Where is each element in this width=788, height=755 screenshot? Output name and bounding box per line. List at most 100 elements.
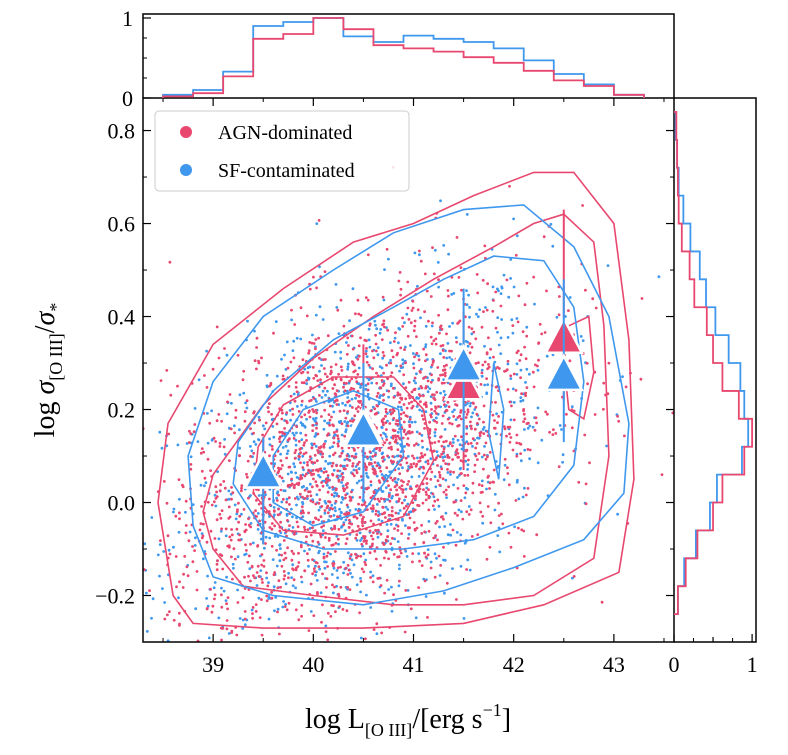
agn-point	[288, 437, 291, 441]
agn-point	[485, 351, 489, 354]
agn-point	[475, 412, 479, 416]
agn-point	[429, 295, 433, 298]
sf-point	[334, 509, 337, 513]
agn-point	[320, 481, 323, 484]
agn-point	[477, 361, 480, 365]
sf-point	[523, 486, 526, 490]
agn-point	[364, 352, 368, 356]
agn-point	[433, 419, 437, 423]
agn-point	[505, 278, 509, 282]
agn-point	[331, 378, 334, 382]
sf-point	[555, 315, 559, 319]
agn-point	[247, 496, 250, 500]
sf-point	[236, 555, 240, 559]
sf-point	[449, 473, 452, 476]
agn-point	[410, 430, 414, 434]
agn-point	[199, 451, 203, 455]
agn-point	[294, 568, 298, 572]
agn-point	[469, 424, 473, 428]
y-tick-label: 0.6	[108, 212, 136, 237]
agn-point	[202, 450, 206, 454]
agn-point	[403, 348, 406, 351]
sf-point	[429, 365, 433, 369]
sf-point	[359, 386, 362, 389]
sf-point	[325, 483, 329, 487]
agn-point	[294, 385, 298, 389]
agn-point	[290, 483, 293, 487]
agn-point	[419, 385, 423, 388]
sf-point	[401, 366, 405, 369]
sf-point	[424, 460, 428, 464]
agn-point	[445, 363, 448, 367]
agn-point	[412, 509, 415, 512]
agn-point	[423, 579, 427, 583]
sf-point	[466, 402, 469, 405]
sf-point	[500, 318, 503, 321]
agn-point	[515, 433, 519, 437]
agn-point	[421, 501, 425, 505]
agn-point	[378, 446, 382, 450]
agn-point	[268, 384, 271, 388]
agn-point	[288, 503, 291, 506]
sf-point	[416, 284, 419, 288]
agn-point	[234, 408, 238, 412]
agn-point	[326, 565, 329, 568]
agn-point	[184, 524, 188, 527]
agn-point	[355, 471, 359, 475]
agn-point	[384, 549, 388, 553]
agn-point	[311, 469, 315, 472]
agn-point	[357, 394, 361, 398]
agn-point	[231, 577, 234, 581]
sf-point	[470, 332, 474, 336]
sf-point	[234, 517, 238, 521]
sf-point	[301, 423, 304, 427]
agn-point	[380, 379, 384, 382]
agn-point	[584, 288, 587, 292]
sf-point	[379, 328, 383, 331]
agn-point	[308, 341, 312, 344]
sf-point	[359, 577, 362, 580]
sf-point	[346, 367, 350, 371]
sf-point	[387, 395, 390, 399]
agn-point	[334, 550, 337, 553]
agn-point	[583, 433, 587, 437]
sf-point	[433, 475, 437, 478]
agn-point	[303, 474, 307, 478]
sf-point	[447, 444, 450, 448]
agn-point	[347, 399, 351, 403]
agn-point	[424, 353, 428, 357]
agn-point	[413, 324, 417, 328]
agn-point	[308, 455, 312, 458]
sf-point	[205, 349, 209, 353]
sf-point	[519, 368, 523, 372]
agn-point	[392, 417, 396, 420]
agn-point	[366, 253, 370, 257]
agn-point	[217, 413, 221, 416]
agn-point	[255, 346, 258, 349]
agn-point	[464, 315, 467, 319]
agn-point	[303, 488, 307, 492]
sf-point	[444, 478, 448, 482]
agn-point	[385, 428, 388, 431]
agn-point	[456, 487, 460, 490]
agn-point	[349, 419, 352, 423]
sf-point	[297, 497, 300, 501]
agn-point	[457, 276, 461, 279]
top-hist-agn	[162, 17, 645, 98]
binned-medians	[243, 209, 584, 545]
sf-point	[324, 624, 328, 628]
sf-point	[496, 330, 499, 334]
sf-point	[335, 569, 339, 572]
agn-point	[200, 469, 204, 473]
agn-point	[252, 411, 256, 415]
agn-point	[381, 384, 385, 387]
sf-point	[497, 526, 501, 530]
agn-point	[474, 454, 478, 458]
agn-point	[375, 464, 379, 468]
agn-point	[451, 444, 454, 448]
agn-point	[396, 529, 400, 532]
agn-point	[373, 549, 377, 553]
agn-point	[518, 442, 521, 445]
agn-point	[286, 546, 289, 550]
sf-point	[515, 373, 519, 376]
